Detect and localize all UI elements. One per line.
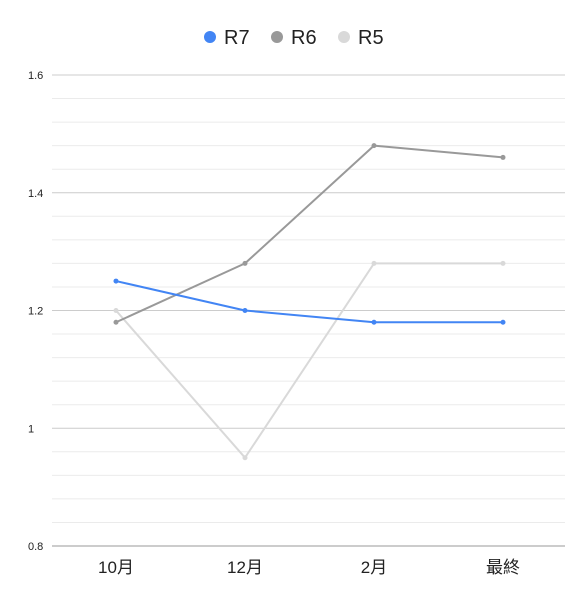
data-point (113, 319, 119, 325)
series-line-r7 (115, 280, 504, 324)
x-axis-tick-labels: 10月 12月 2月 最終 (98, 558, 520, 577)
data-point (371, 260, 377, 266)
data-point (500, 260, 506, 266)
x-tick-label: 2月 (361, 558, 387, 577)
data-point (500, 154, 506, 160)
y-tick-label: 1 (28, 423, 34, 435)
data-point (371, 143, 377, 149)
data-point (242, 455, 248, 461)
legend-label: R5 (358, 27, 384, 49)
x-tick-label: 最終 (486, 558, 520, 577)
data-point (371, 319, 377, 325)
data-point (242, 260, 248, 266)
data-point (113, 278, 119, 284)
series-r6 (113, 143, 506, 325)
legend-item-r5[interactable]: R5 (338, 27, 384, 49)
y-tick-label: 1.4 (28, 188, 43, 200)
series-line-r6 (115, 144, 504, 324)
legend: R7 R6 R5 (204, 27, 384, 49)
data-point (500, 319, 506, 325)
major-gridlines (52, 74, 565, 547)
legend-item-r6[interactable]: R6 (271, 27, 317, 49)
legend-marker (271, 31, 283, 43)
y-axis-tick-labels: 0.8 1 1.2 1.4 1.6 (28, 70, 43, 553)
legend-marker (204, 31, 216, 43)
series-r5 (113, 260, 506, 461)
legend-label: R7 (224, 27, 250, 49)
series-r7 (113, 278, 506, 325)
legend-label: R6 (291, 27, 317, 49)
x-tick-label: 12月 (227, 558, 263, 577)
minor-gridlines (52, 98, 565, 523)
series-line-r5 (115, 262, 504, 459)
data-point (242, 308, 248, 313)
y-tick-label: 1.6 (28, 70, 43, 82)
series-layer (113, 143, 506, 461)
legend-marker (338, 31, 350, 43)
legend-item-r7[interactable]: R7 (204, 27, 250, 49)
y-tick-label: 1.2 (28, 306, 43, 318)
data-point (113, 308, 119, 313)
y-tick-label: 0.8 (28, 541, 43, 553)
x-tick-label: 10月 (98, 558, 134, 577)
